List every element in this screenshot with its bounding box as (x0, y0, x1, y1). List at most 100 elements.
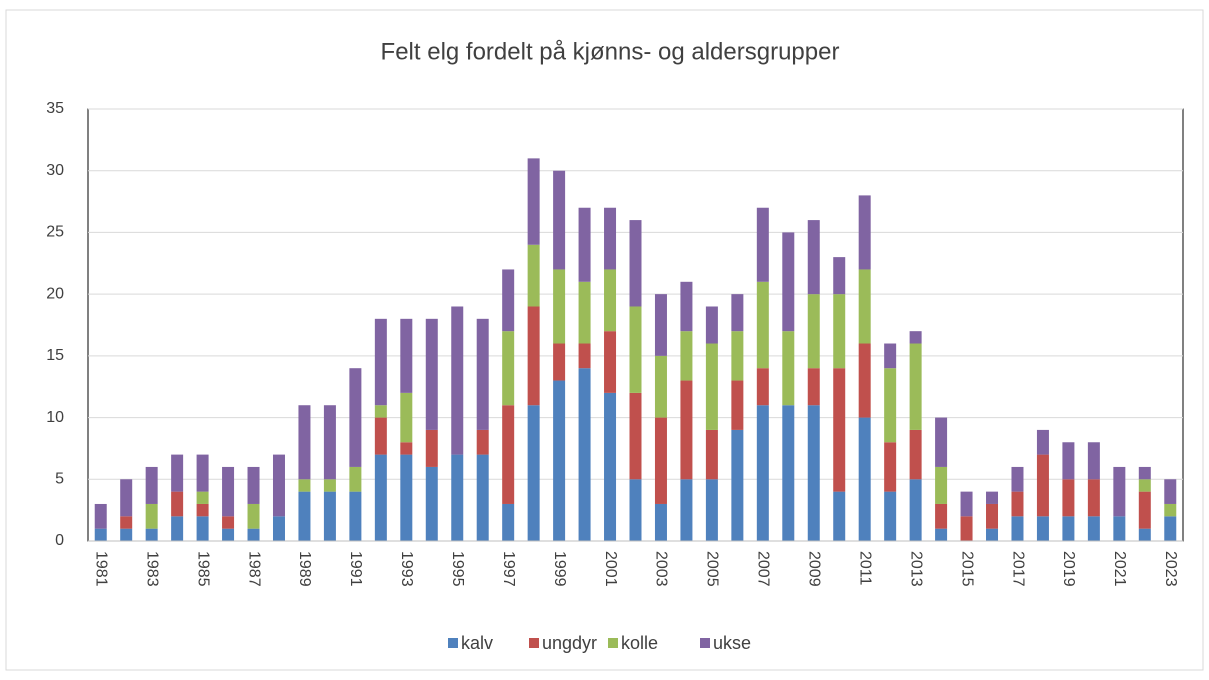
x-tick-label: 2003 (653, 551, 670, 587)
bar-segment (960, 491, 973, 517)
bar-segment (833, 294, 846, 369)
x-tick-label: 1995 (449, 551, 466, 587)
legend-label: ungdyr (542, 633, 597, 653)
x-tick-label: 2005 (704, 551, 721, 587)
bar-segment (247, 466, 260, 504)
bar-segment (731, 429, 744, 541)
bar-segment (400, 454, 413, 541)
chart-title: Felt elg fordelt på kjønns- og aldersgru… (381, 38, 840, 65)
bar-segment (247, 503, 260, 529)
y-tick-label: 35 (46, 100, 64, 117)
bar-segment (171, 491, 184, 517)
bar-segment (705, 429, 718, 480)
x-tick-label: 2009 (806, 551, 823, 587)
bar-segment (222, 516, 235, 529)
bar-segment (298, 405, 311, 480)
bar-segment (196, 491, 209, 504)
x-tick-label: 2017 (1009, 551, 1026, 587)
bar-segment (374, 417, 387, 455)
bar-segment (1087, 479, 1100, 517)
x-tick-label: 1987 (245, 551, 262, 587)
bar-segment (884, 343, 897, 369)
bar-segment (986, 491, 999, 504)
bar-segment (680, 331, 693, 381)
bar-segment (909, 331, 922, 344)
x-tick-label: 2019 (1060, 551, 1077, 587)
bar-segment (1138, 491, 1151, 529)
x-tick-label: 2015 (958, 551, 975, 587)
bar-segment (578, 343, 591, 369)
bar-segment (527, 306, 540, 406)
bar-segment (807, 294, 820, 369)
bar-segment (145, 466, 158, 504)
bar-segment (145, 503, 158, 529)
bar-segment (553, 380, 566, 541)
x-tick-label: 1991 (347, 551, 364, 587)
bar-segment (654, 503, 667, 541)
bar-segment (1164, 516, 1177, 541)
y-tick-label: 30 (46, 162, 64, 179)
bar-segment (527, 405, 540, 541)
bar-segment (527, 244, 540, 307)
bar-segment (553, 269, 566, 344)
bar-segment (935, 528, 948, 541)
bar-segment (196, 503, 209, 517)
bar-segment (680, 281, 693, 332)
bar-segment (604, 207, 617, 270)
legend-swatch (529, 638, 539, 648)
bar-segment (425, 466, 438, 541)
bar-segment (680, 479, 693, 541)
bar-segment (120, 479, 133, 517)
bar-segment (629, 479, 642, 541)
bar-segment (807, 405, 820, 541)
y-tick-label: 10 (46, 409, 64, 426)
x-tick-label: 2013 (907, 551, 924, 587)
legend-label: ukse (713, 633, 751, 653)
bar-segment (1062, 516, 1075, 541)
bar-segment (731, 331, 744, 381)
bar-segment (680, 380, 693, 480)
bar-segment (909, 479, 922, 541)
bar-segment (705, 479, 718, 541)
bar-segment (374, 405, 387, 418)
bar-segment (247, 528, 260, 541)
bar-segment (578, 368, 591, 541)
y-tick-label: 20 (46, 285, 64, 302)
bar-segment (476, 318, 489, 430)
x-tick-label: 1997 (500, 551, 517, 587)
bar-segment (1036, 429, 1049, 455)
bar-segment (731, 294, 744, 332)
bar-segment (222, 528, 235, 541)
bar-segment (909, 429, 922, 480)
bar-segment (1087, 442, 1100, 480)
bar-segment (196, 516, 209, 541)
bar-segment (171, 516, 184, 541)
bar-segment (858, 343, 871, 418)
x-tick-label: 2007 (755, 551, 772, 587)
bar-segment (654, 355, 667, 418)
bar-segment (884, 368, 897, 443)
bar-segment (858, 269, 871, 344)
bar-segment (1138, 466, 1151, 480)
legend-swatch (700, 638, 710, 648)
bar-segment (756, 405, 769, 541)
bar-segment (1164, 479, 1177, 504)
bar-segment (1011, 466, 1024, 492)
bar-segment (782, 331, 795, 406)
legend-label: kolle (621, 633, 658, 653)
bar-segment (629, 220, 642, 307)
bar-segment (298, 491, 311, 541)
bar-segment (986, 528, 999, 541)
bar-segment (731, 380, 744, 430)
bar-segment (425, 318, 438, 430)
legend-label: kalv (461, 633, 493, 653)
y-tick-label: 5 (55, 471, 64, 488)
bar-segment (654, 294, 667, 356)
bar-segment (425, 429, 438, 467)
bar-segment (476, 429, 489, 455)
bar-segment (502, 331, 515, 406)
bar-segment (502, 405, 515, 504)
bar-segment (374, 454, 387, 541)
bar-segment (1011, 516, 1024, 541)
bar-segment (833, 491, 846, 541)
